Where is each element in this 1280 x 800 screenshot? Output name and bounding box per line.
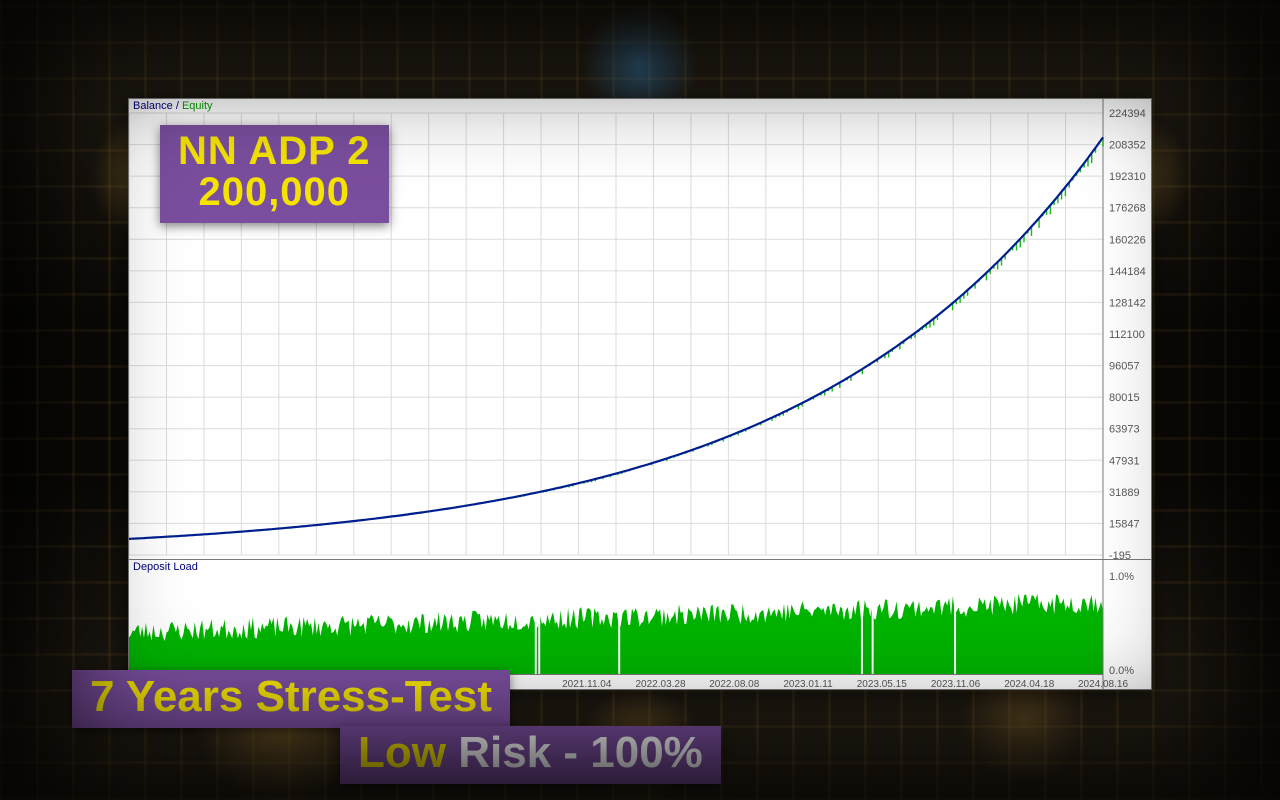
svg-text:2023.11.06: 2023.11.06 bbox=[931, 679, 981, 690]
svg-text:160226: 160226 bbox=[1109, 234, 1146, 246]
risk-rest: Risk - 100% bbox=[446, 728, 703, 777]
svg-text:63973: 63973 bbox=[1109, 424, 1140, 436]
svg-text:-195: -195 bbox=[1109, 550, 1131, 559]
svg-text:2021.11.04: 2021.11.04 bbox=[562, 679, 612, 690]
svg-text:128142: 128142 bbox=[1109, 297, 1146, 309]
svg-text:2022.08.08: 2022.08.08 bbox=[709, 679, 759, 690]
svg-text:112100: 112100 bbox=[1109, 329, 1145, 341]
title-line2: 200,000 bbox=[178, 170, 371, 215]
svg-text:80015: 80015 bbox=[1109, 392, 1140, 404]
risk-low: Low bbox=[358, 728, 446, 777]
svg-text:2022.03.28: 2022.03.28 bbox=[635, 679, 685, 690]
svg-text:2024.08.16: 2024.08.16 bbox=[1078, 679, 1128, 690]
svg-text:208352: 208352 bbox=[1109, 140, 1146, 152]
title-badge: NN ADP 2 200,000 bbox=[160, 125, 389, 223]
title-line1: NN ADP 2 bbox=[178, 129, 371, 174]
svg-text:0.0%: 0.0% bbox=[1109, 665, 1134, 677]
svg-text:192310: 192310 bbox=[1109, 171, 1146, 183]
svg-text:96057: 96057 bbox=[1109, 361, 1140, 373]
svg-text:2023.05.15: 2023.05.15 bbox=[857, 679, 907, 690]
svg-text:224394: 224394 bbox=[1109, 108, 1146, 120]
svg-text:2023.01.11: 2023.01.11 bbox=[783, 679, 833, 690]
stress-text: 7 Years Stress-Test bbox=[90, 672, 492, 721]
svg-text:31889: 31889 bbox=[1109, 487, 1140, 499]
svg-text:176268: 176268 bbox=[1109, 203, 1146, 215]
stress-test-badge: 7 Years Stress-Test bbox=[72, 670, 510, 728]
svg-text:15847: 15847 bbox=[1109, 518, 1140, 530]
svg-text:47931: 47931 bbox=[1109, 455, 1140, 467]
svg-text:144184: 144184 bbox=[1109, 266, 1146, 278]
svg-text:2024.04.18: 2024.04.18 bbox=[1004, 679, 1054, 690]
risk-badge: Low Risk - 100% bbox=[340, 726, 721, 784]
svg-text:1.0%: 1.0% bbox=[1109, 571, 1134, 583]
